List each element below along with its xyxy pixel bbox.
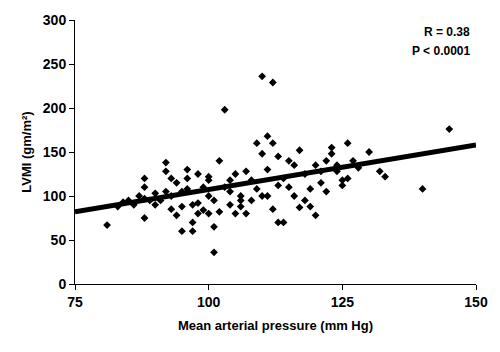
svg-text:125: 125 (331, 294, 355, 310)
svg-text:Mean arterial pressure (mm Hg): Mean arterial pressure (mm Hg) (178, 318, 373, 333)
svg-text:R = 0.38: R = 0.38 (424, 25, 470, 39)
svg-text:P < 0.0001: P < 0.0001 (412, 44, 470, 58)
svg-text:250: 250 (43, 56, 67, 72)
svg-text:100: 100 (197, 294, 221, 310)
svg-text:300: 300 (43, 12, 67, 28)
svg-text:150: 150 (464, 294, 488, 310)
svg-text:LVMI (gm/m²): LVMI (gm/m²) (19, 111, 34, 192)
svg-text:50: 50 (51, 232, 67, 248)
svg-text:150: 150 (43, 144, 67, 160)
svg-text:100: 100 (43, 188, 67, 204)
svg-text:75: 75 (67, 294, 83, 310)
svg-text:0: 0 (58, 276, 66, 292)
svg-text:200: 200 (43, 100, 67, 116)
